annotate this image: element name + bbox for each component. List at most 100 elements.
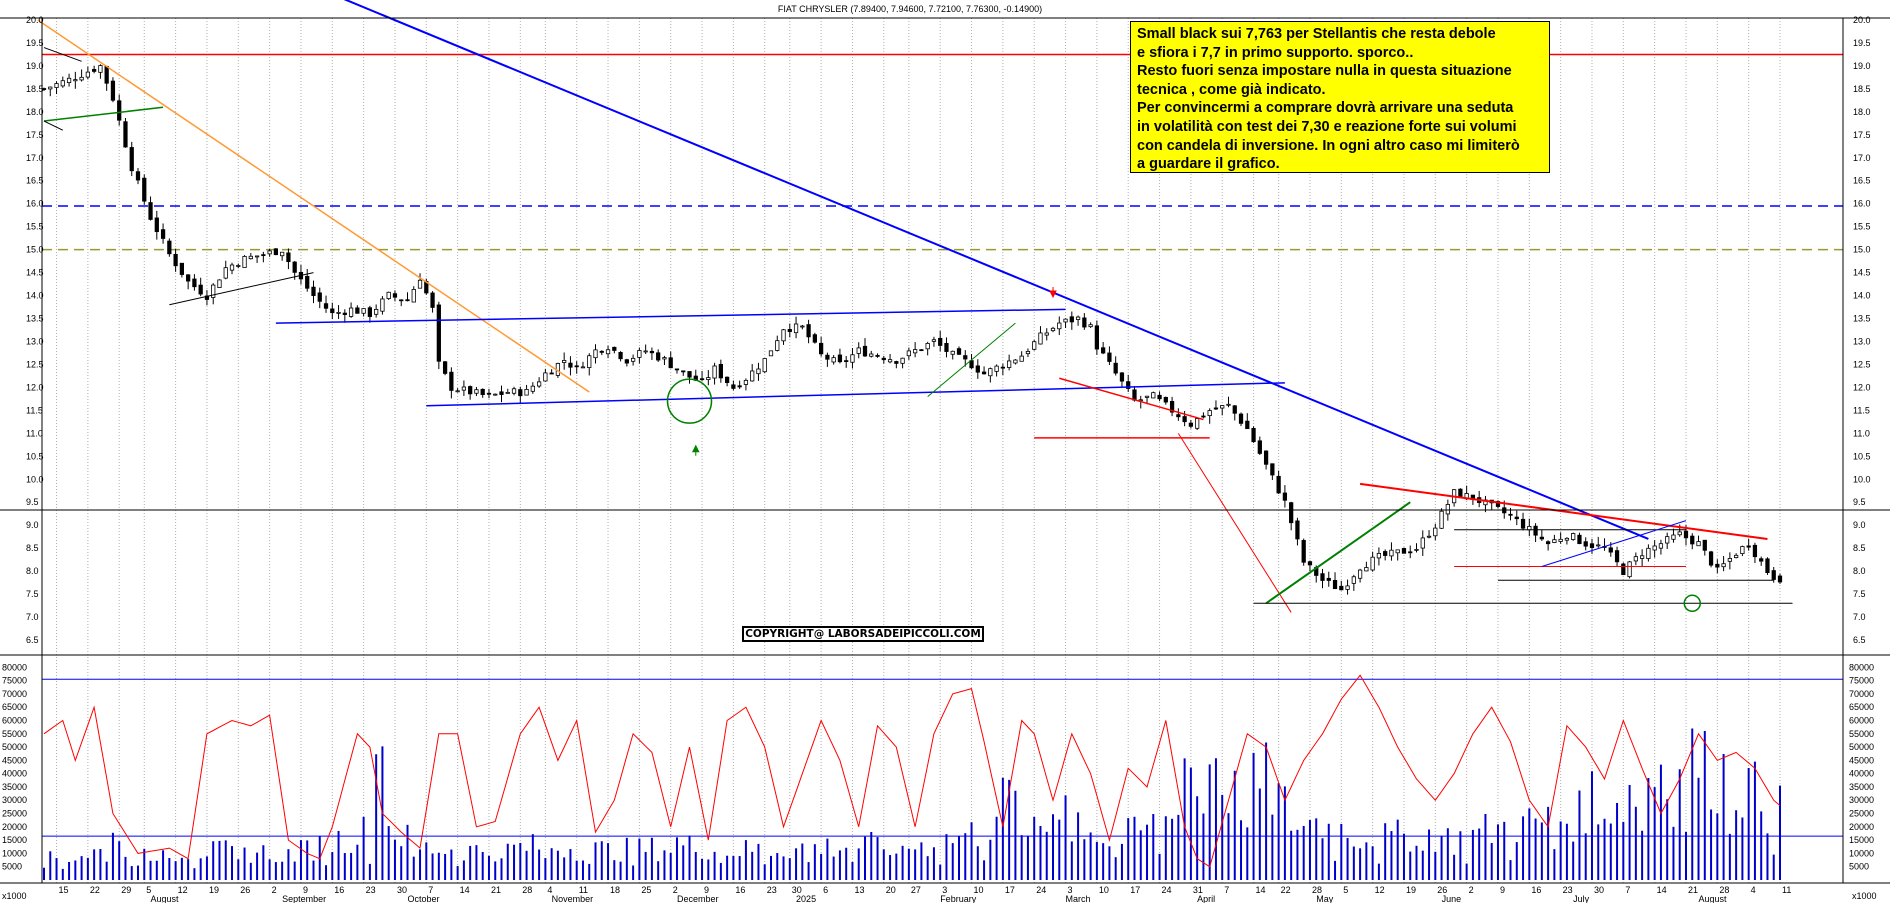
- candle-body: [1238, 413, 1244, 424]
- candle-body: [862, 345, 868, 357]
- candle-body: [850, 354, 855, 363]
- candle-body: [913, 349, 918, 354]
- date-tick-label: 10: [1099, 885, 1109, 895]
- volume-ytick-right: 30000: [1849, 795, 1874, 805]
- candle-body: [1658, 543, 1664, 549]
- volume-ytick-left: 80000: [2, 662, 27, 672]
- date-tick-label: 5: [146, 885, 151, 895]
- horizontal-levels: [42, 53, 1843, 837]
- candle-body: [956, 348, 962, 355]
- candle-body: [574, 365, 579, 368]
- date-tick-label: 25: [641, 885, 651, 895]
- candle-body: [1408, 551, 1413, 554]
- date-tick-label: 14: [1657, 885, 1667, 895]
- candle-body: [1439, 510, 1444, 529]
- candle-body: [154, 217, 159, 233]
- candle-body: [599, 350, 604, 353]
- candle-body: [1665, 536, 1670, 544]
- candle-body: [1552, 539, 1557, 543]
- candle-body: [148, 202, 153, 220]
- volume-ytick-right: 75000: [1849, 676, 1874, 686]
- volume-ytick-right: 15000: [1849, 835, 1874, 845]
- candle-body: [48, 86, 53, 90]
- chart-header: FIAT CHRYSLER (7.89400, 7.94600, 7.72100…: [778, 4, 1042, 14]
- candle-body: [787, 328, 792, 332]
- candle-body: [806, 324, 811, 338]
- candle-body: [242, 256, 247, 268]
- candle-body: [1671, 534, 1676, 540]
- candle-body: [530, 385, 535, 392]
- highlight-circle: [1683, 594, 1702, 613]
- candle-body: [236, 265, 241, 267]
- candle-body: [511, 388, 517, 394]
- candle-body: [580, 366, 586, 369]
- trendline: [37, 19, 590, 393]
- candle-body: [875, 354, 880, 357]
- volume-ytick-left: 30000: [2, 795, 27, 805]
- price-ytick-left: 8.5: [26, 543, 39, 553]
- candle-body: [430, 292, 435, 308]
- price-ytick-right: 9.0: [1853, 520, 1866, 530]
- price-ytick-right: 15.0: [1853, 245, 1871, 255]
- candle-body: [386, 291, 391, 299]
- candle-body: [612, 346, 617, 351]
- date-tick-label: 11: [1782, 885, 1791, 895]
- candle-body: [731, 384, 736, 389]
- candle-body: [1351, 576, 1356, 584]
- price-panel-frame: [41, 17, 1844, 511]
- month-label: August: [1699, 894, 1728, 903]
- date-tick-label: 22: [90, 885, 100, 895]
- price-ytick-left: 7.5: [26, 589, 39, 599]
- axis-labels: 20.0 20.0 19.5 19.5 19.0 19.0 18.5 18.5 18.0 18.0…: [2, 15, 1874, 903]
- candle-body: [825, 354, 830, 360]
- candle-body: [311, 286, 316, 296]
- month-label: November: [552, 894, 594, 903]
- candle-body: [79, 76, 84, 81]
- date-tick-label: 2: [272, 885, 277, 895]
- candle-body: [593, 349, 598, 359]
- candle-body: [1339, 585, 1344, 591]
- trendline: [1059, 377, 1204, 421]
- price-ytick-left: 8.0: [26, 566, 39, 576]
- candle-body: [681, 370, 686, 373]
- candle-body: [66, 77, 72, 83]
- volume-ytick-right: 65000: [1849, 702, 1874, 712]
- price-ytick-right: 10.0: [1853, 474, 1871, 484]
- date-tick-label: 18: [610, 885, 620, 895]
- trendline: [1177, 433, 1292, 613]
- candle-body: [1383, 551, 1388, 556]
- candle-body: [499, 391, 504, 395]
- date-tick-label: 19: [1406, 885, 1416, 895]
- candle-body: [468, 386, 473, 395]
- candle-body: [173, 253, 178, 267]
- candle-body: [618, 351, 623, 360]
- candle-body: [718, 363, 723, 379]
- month-label: February: [940, 894, 977, 903]
- grid-layer: [56, 18, 1781, 883]
- candle-body: [1621, 563, 1626, 576]
- copyright-banner: COPYRIGHT@ LABORSADEIPICCOLI.COM: [742, 626, 984, 642]
- candle-body: [1614, 550, 1620, 563]
- price-ytick-right: 14.5: [1853, 268, 1871, 278]
- volume-ytick-right: 5000: [1849, 862, 1869, 872]
- candle-body: [1289, 502, 1294, 524]
- price-ytick-right: 18.5: [1853, 84, 1871, 94]
- candle-body: [699, 378, 705, 381]
- candle-body: [630, 357, 636, 362]
- candle-body: [361, 308, 366, 314]
- date-tick-label: 28: [1719, 885, 1729, 895]
- candle-body: [142, 177, 147, 202]
- price-ytick-left: 10.0: [26, 474, 44, 484]
- price-ytick-left: 14.5: [26, 268, 44, 278]
- candle-body: [1270, 463, 1275, 476]
- price-ytick-left: 18.0: [26, 107, 44, 117]
- candle-body: [1000, 366, 1005, 369]
- candle-body: [1708, 551, 1714, 566]
- candle-body: [1433, 527, 1438, 537]
- candle-body: [461, 386, 467, 391]
- candle-body: [1777, 575, 1783, 583]
- price-ytick-left: 15.5: [26, 222, 44, 232]
- date-tick-label: 6: [823, 885, 828, 895]
- date-tick-label: 20: [886, 885, 896, 895]
- date-tick-label: 2: [1469, 885, 1474, 895]
